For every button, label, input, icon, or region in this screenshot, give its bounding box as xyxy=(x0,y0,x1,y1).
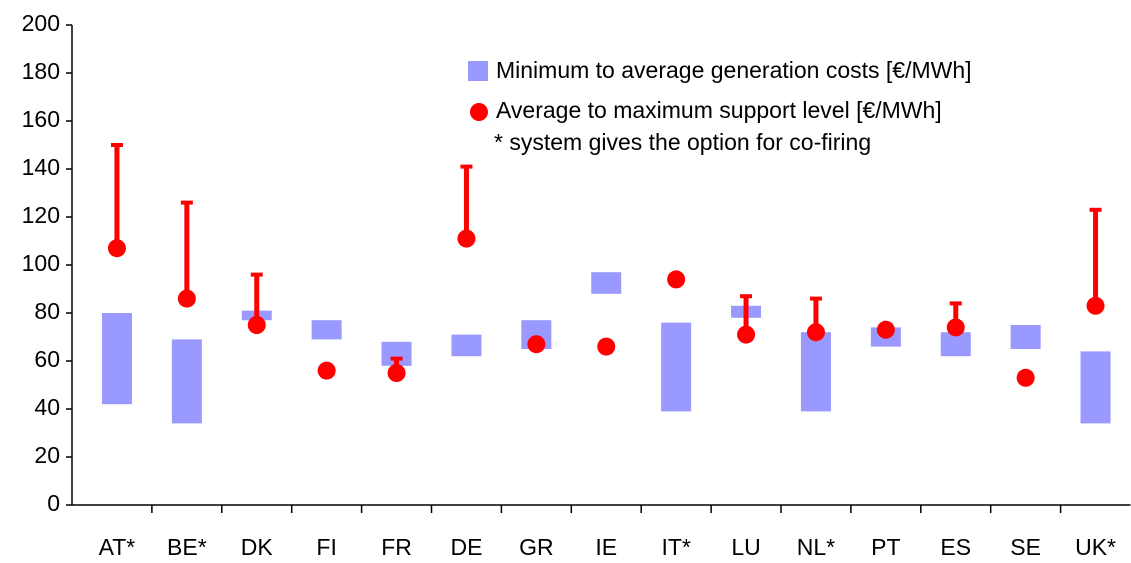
y-tick-label: 140 xyxy=(22,154,60,180)
legend-label: Average to maximum support level [€/MWh] xyxy=(496,97,942,123)
y-tick-label: 20 xyxy=(34,442,60,468)
support-dot xyxy=(737,325,756,344)
x-tick-label: GR xyxy=(519,534,554,560)
x-tick-label: LU xyxy=(731,534,760,560)
x-tick-label: AT* xyxy=(99,534,136,560)
legend-swatch xyxy=(470,103,488,121)
x-tick-label: DK xyxy=(241,534,274,560)
y-tick-label: 160 xyxy=(22,106,60,132)
support-dot xyxy=(597,337,616,356)
support-dot xyxy=(457,229,476,248)
x-tick-label: BE* xyxy=(167,534,207,560)
support-dot xyxy=(946,318,965,337)
y-tick-label: 60 xyxy=(34,346,60,372)
support-dot xyxy=(876,320,895,339)
y-tick-label: 0 xyxy=(47,490,60,516)
y-tick-label: 40 xyxy=(34,394,60,420)
cost-range-bar xyxy=(1010,325,1041,349)
cost-range-bar xyxy=(171,339,202,424)
support-dot xyxy=(1086,296,1105,315)
support-dot xyxy=(177,289,196,308)
y-tick-label: 200 xyxy=(22,10,60,36)
cost-range-bar xyxy=(661,322,692,412)
annotation: * system gives the option for co-firing xyxy=(494,129,871,155)
support-dot xyxy=(527,335,546,354)
x-tick-label: PT xyxy=(871,534,900,560)
x-tick-label: NL* xyxy=(797,534,835,560)
legend-label: Minimum to average generation costs [€/M… xyxy=(496,57,972,83)
cost-range-bar xyxy=(451,334,482,357)
support-dot xyxy=(317,361,336,380)
x-tick-label: SE xyxy=(1010,534,1041,560)
cost-range-bar xyxy=(101,313,132,405)
x-tick-label: ES xyxy=(940,534,971,560)
y-tick-label: 100 xyxy=(22,250,60,276)
legend-swatch xyxy=(468,61,488,81)
cost-range-bar xyxy=(1080,351,1111,424)
y-tick-label: 80 xyxy=(34,298,60,324)
x-tick-label: IT* xyxy=(661,534,690,560)
x-tick-label: FR xyxy=(381,534,412,560)
support-dot xyxy=(387,364,406,382)
x-tick-label: DE xyxy=(450,534,482,560)
cost-range-bar xyxy=(591,272,622,294)
cost-range-bar xyxy=(311,320,342,340)
x-tick-label: UK* xyxy=(1075,534,1116,560)
x-tick-label: IE xyxy=(595,534,617,560)
cost-range-bar xyxy=(800,332,831,412)
y-tick-label: 120 xyxy=(22,202,60,228)
y-tick-label: 180 xyxy=(22,58,60,84)
support-dot xyxy=(247,316,266,334)
support-dot xyxy=(806,323,825,342)
x-tick-label: FI xyxy=(316,534,336,560)
support-dot xyxy=(1016,368,1035,387)
support-dot xyxy=(667,270,686,289)
support-dot xyxy=(107,239,126,258)
